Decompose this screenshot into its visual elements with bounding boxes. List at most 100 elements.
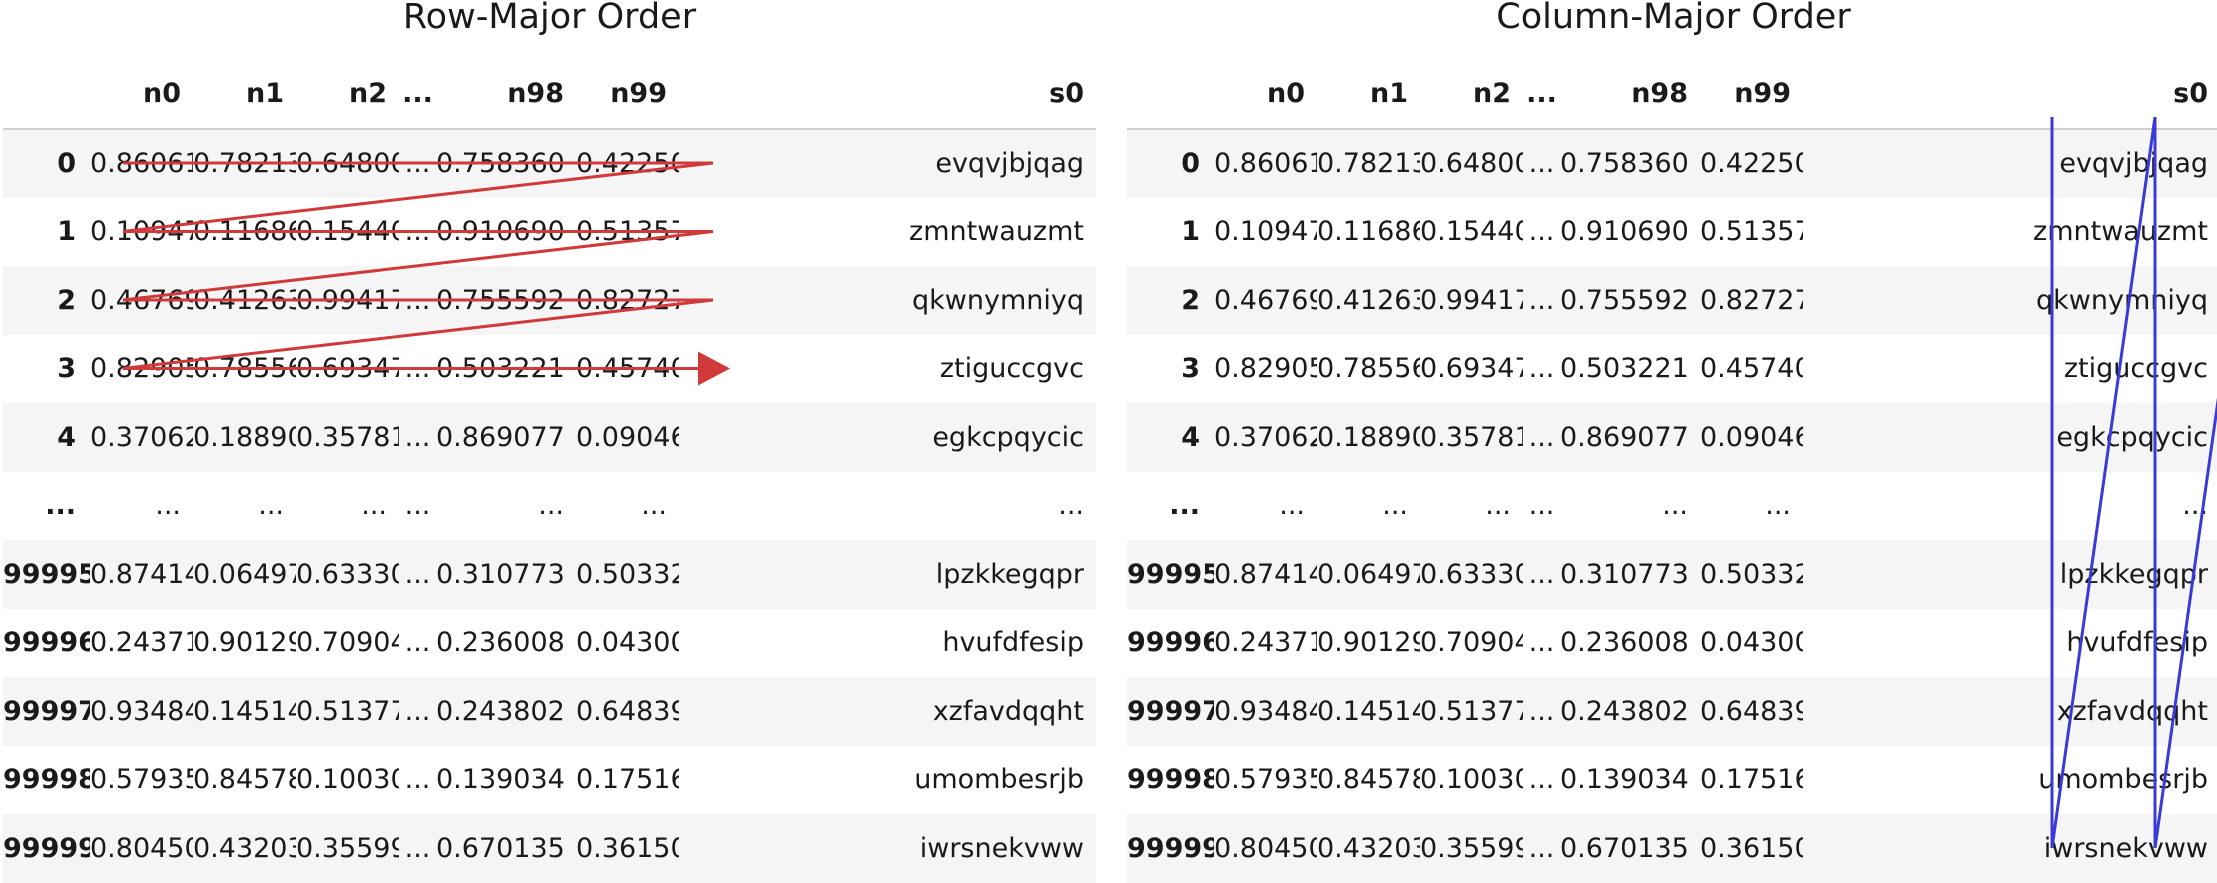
column-header: s0 [1803, 59, 2217, 129]
table-cell: 0.709045 [296, 609, 399, 678]
table-cell: 0.513771 [296, 677, 399, 746]
table-cell: 0.513771 [1420, 677, 1523, 746]
table-row: ........................ [1127, 472, 2217, 541]
table-row: 999960.2437170.9012970.709045...0.236008… [1127, 609, 2217, 678]
table-cell: 0.109473 [1214, 198, 1317, 267]
row-index: 99998 [1127, 746, 1214, 815]
table-cell: 0.633306 [296, 540, 399, 609]
row-major-panel: Row-Major Order n0 n1 n2... n98 n99 s0 0 0.860… [3, 0, 1096, 874]
table-cell: 0.513576 [576, 198, 679, 267]
table-cell: 0.432035 [193, 814, 296, 883]
table-cell: 0.785563 [1317, 335, 1420, 404]
column-header: n98 [436, 59, 576, 129]
table-cell: qkwnymniyq [1803, 266, 2217, 335]
table-cell: evqvjbjqag [679, 129, 1096, 198]
table-cell: 0.874140 [1214, 540, 1317, 609]
column-header: n98 [1560, 59, 1700, 129]
table-cell: 0.412635 [193, 266, 296, 335]
table-cell: ... [399, 403, 436, 472]
table-cell: 0.869077 [436, 403, 576, 472]
table-cell: ... [1523, 335, 1560, 404]
table-cell: 0.370623 [90, 403, 193, 472]
table-cell: ztiguccgvc [1803, 335, 2217, 404]
table-cell: 0.154406 [296, 198, 399, 267]
table-cell: 0.139034 [436, 746, 576, 815]
table-cell: 0.670135 [1560, 814, 1700, 883]
table-cell: 0.370623 [1214, 403, 1317, 472]
table-row: 999990.8045040.4320350.355993...0.670135… [3, 814, 1096, 883]
column-header: n2 [296, 59, 399, 129]
table-cell: ... [1560, 472, 1700, 541]
index-header [1127, 59, 1214, 129]
table-cell: 0.874140 [90, 540, 193, 609]
table-cell: xzfavdqqht [1803, 677, 2217, 746]
table-cell: ... [1523, 403, 1560, 472]
table-cell: 0.804504 [90, 814, 193, 883]
table-cell: 0.503221 [436, 335, 576, 404]
table-cell: 0.243717 [90, 609, 193, 678]
table-cell: ... [399, 198, 436, 267]
table-cell: 0.116862 [193, 198, 296, 267]
table-cell: 0.357815 [1420, 403, 1523, 472]
table-cell: ... [399, 335, 436, 404]
row-index: 99998 [3, 746, 90, 815]
table-cell: ... [1700, 472, 1803, 541]
table-cell: 0.579353 [1214, 746, 1317, 815]
table-cell: 0.175160 [1700, 746, 1803, 815]
table-cell: 0.670135 [436, 814, 576, 883]
table-cell: ... [399, 814, 436, 883]
table-cell: iwrsnekvww [679, 814, 1096, 883]
table-cell: 0.804504 [1214, 814, 1317, 883]
table-cell: 0.357815 [296, 403, 399, 472]
table-cell: 0.829053 [1214, 335, 1317, 404]
row-index: 99995 [1127, 540, 1214, 609]
table-cell: 0.755592 [1560, 266, 1700, 335]
table-cell: 0.579353 [90, 746, 193, 815]
table-cell: 0.934840 [90, 677, 193, 746]
table-cell: 0.513576 [1700, 198, 1803, 267]
table-row: 1 0.1094730.1168620.154406...0.910690 0.51… [3, 198, 1096, 267]
table-row: 0 0.8606110.7821330.648005...0.758360 0.42… [3, 129, 1096, 198]
table-cell: 0.243717 [1214, 609, 1317, 678]
table-row: 999980.5793530.8457800.100302...0.139034… [1127, 746, 2217, 815]
table-cell: ... [296, 472, 399, 541]
table-cell: 0.422506 [576, 129, 679, 198]
table-cell: 0.693478 [1420, 335, 1523, 404]
column-header: ... [1523, 59, 1560, 129]
table-cell: 0.310773 [436, 540, 576, 609]
table-cell: 0.064975 [1317, 540, 1420, 609]
table-cell: 0.758360 [1560, 129, 1700, 198]
table-cell: 0.934840 [1214, 677, 1317, 746]
table-cell: 0.145140 [193, 677, 296, 746]
table-cell: 0.043001 [1700, 609, 1803, 678]
table-cell: hvufdfesip [1803, 609, 2217, 678]
table-cell: ... [399, 266, 436, 335]
row-index: 99995 [3, 540, 90, 609]
table-cell: ... [399, 129, 436, 198]
table-cell: egkcpqycic [679, 403, 1096, 472]
table-cell: umombesrjb [679, 746, 1096, 815]
column-header: n99 [1700, 59, 1803, 129]
row-index: ... [3, 472, 90, 541]
table-cell: 0.782133 [1317, 129, 1420, 198]
table-cell: 0.361509 [576, 814, 679, 883]
table-cell: 0.648399 [1700, 677, 1803, 746]
table-cell: 0.910690 [436, 198, 576, 267]
table-cell: ... [1523, 198, 1560, 267]
table-cell: 0.109473 [90, 198, 193, 267]
table-cell: qkwnymniyq [679, 266, 1096, 335]
table-row: 3 0.8290530.7855630.693478...0.503221 0.45… [1127, 335, 2217, 404]
table-cell: 0.693478 [296, 335, 399, 404]
table-cell: 0.709045 [1420, 609, 1523, 678]
table-row: 2 0.4676970.4126350.994172...0.755592 0.82… [3, 266, 1096, 335]
table-cell: 0.457408 [576, 335, 679, 404]
row-index: 99999 [3, 814, 90, 883]
row-index: 99997 [3, 677, 90, 746]
table-cell: 0.648399 [576, 677, 679, 746]
table-cell: 0.422506 [1700, 129, 1803, 198]
row-index: 0 [3, 129, 90, 198]
table-cell: ... [1214, 472, 1317, 541]
table-cell: umombesrjb [1803, 746, 2217, 815]
table-cell: 0.043001 [576, 609, 679, 678]
